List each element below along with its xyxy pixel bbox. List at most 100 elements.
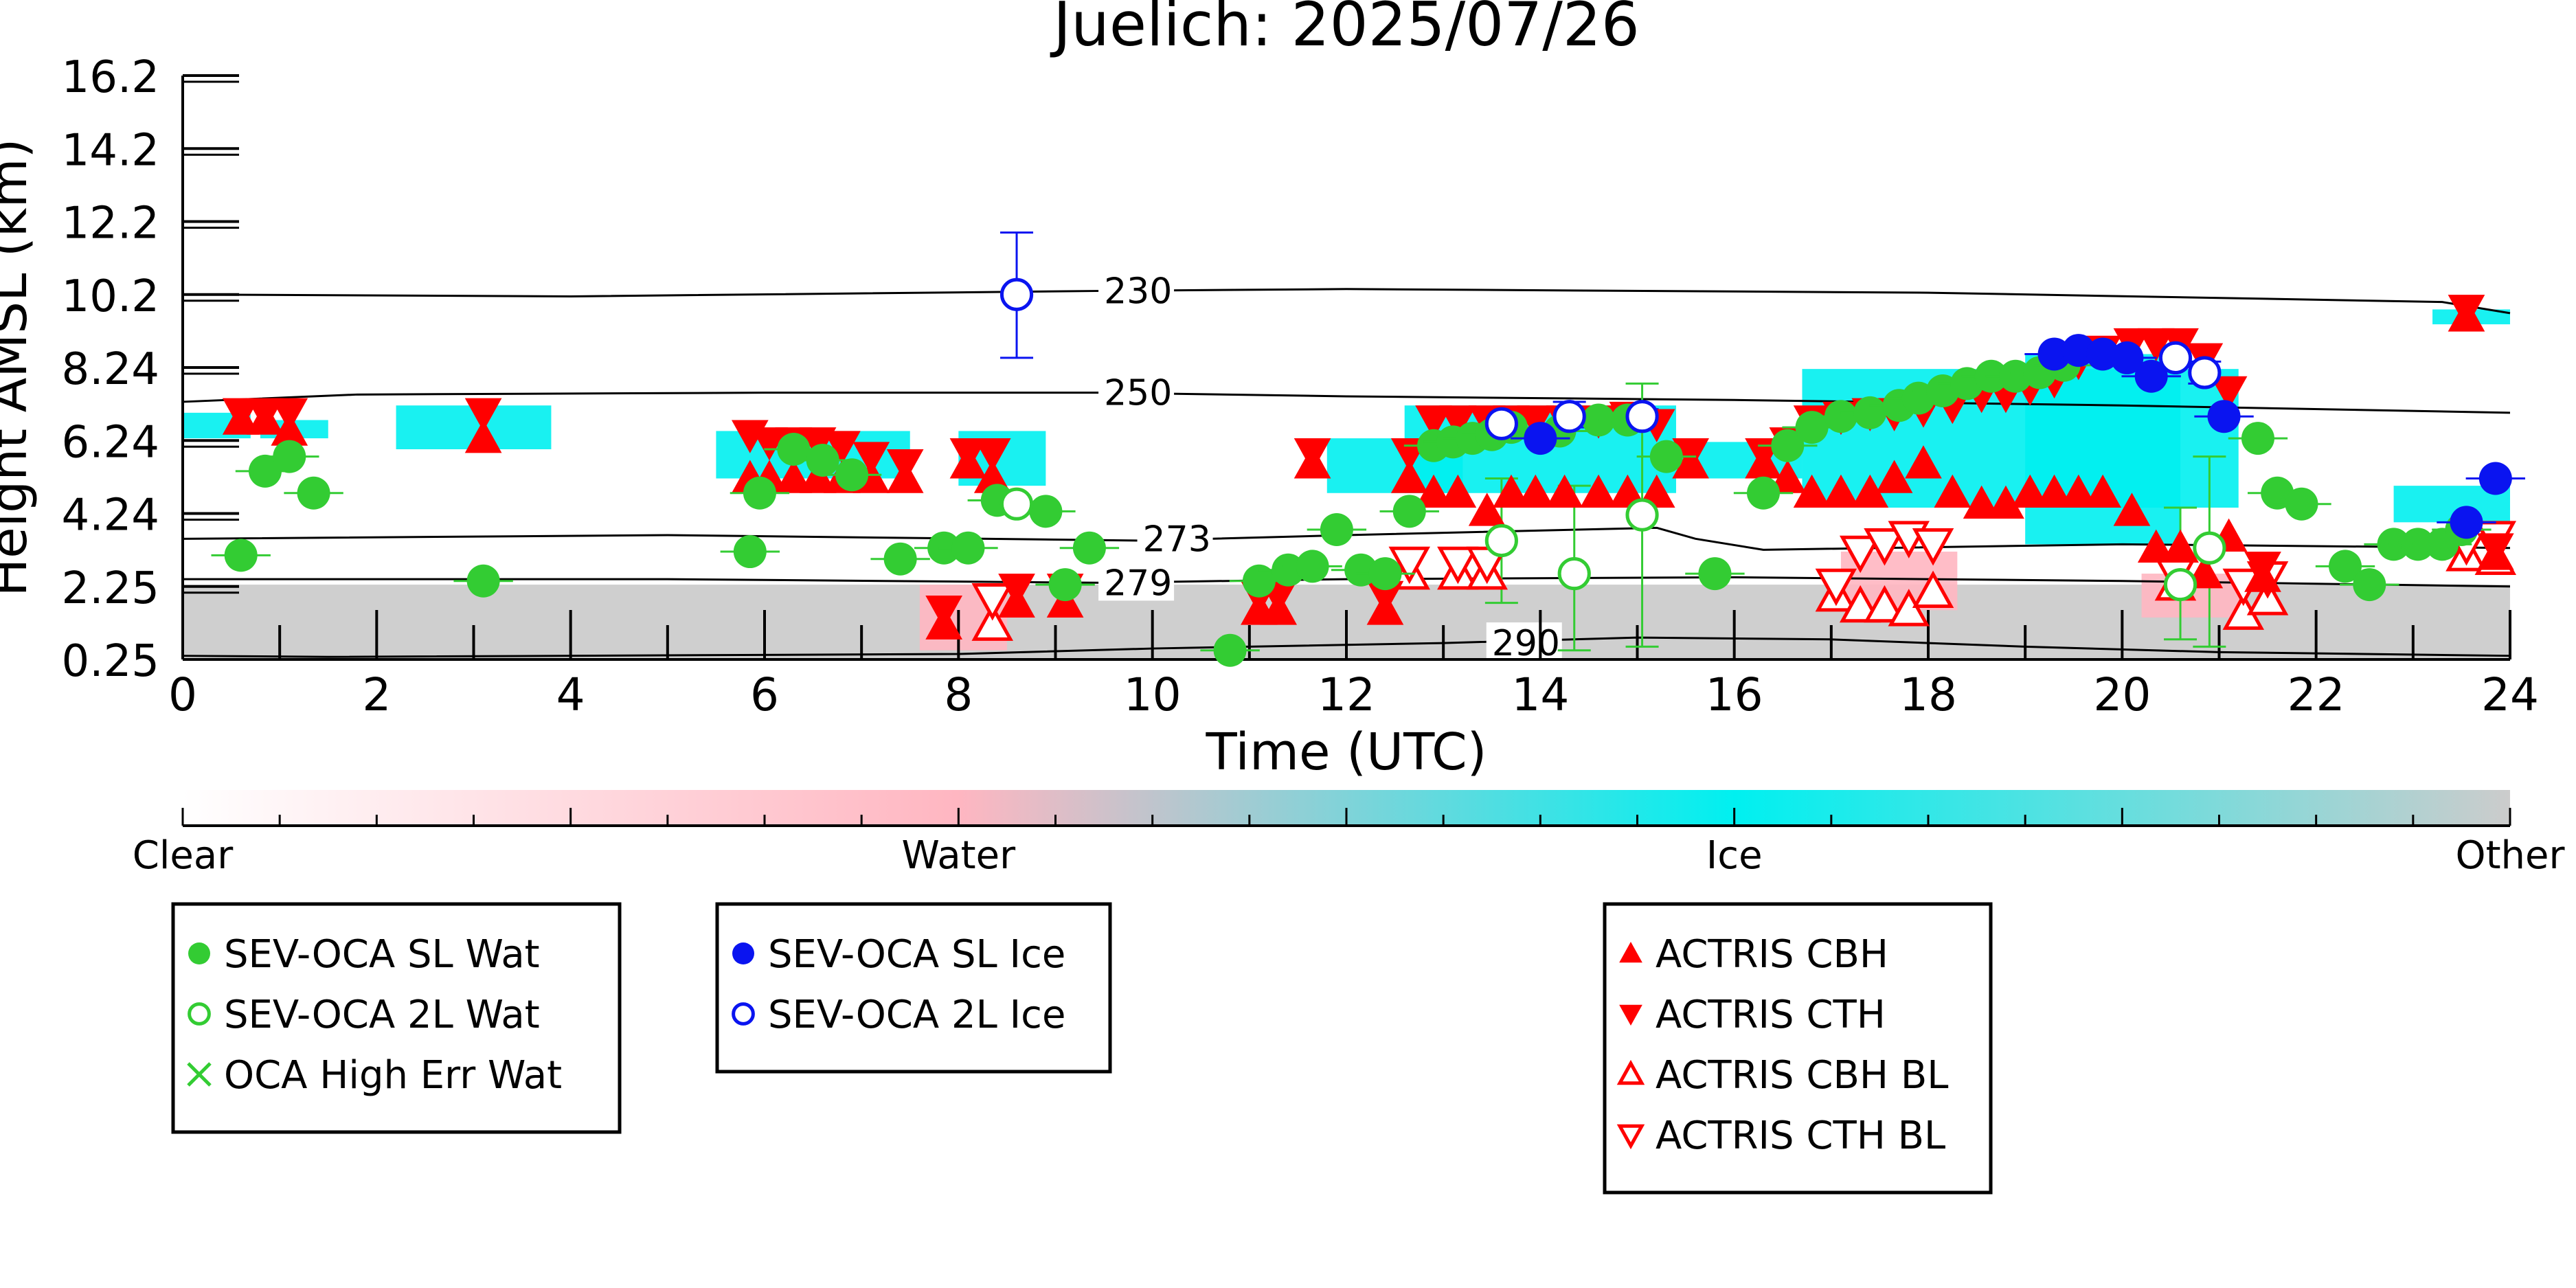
marker-sev-oca-sl-wat	[1320, 512, 1353, 546]
y-tick-label: 4.24	[62, 490, 160, 541]
marker-sev-oca-2l-ice	[1484, 407, 1518, 440]
marker-actris-cbh	[1546, 474, 1583, 508]
x-tick-label: 18	[1899, 668, 1957, 721]
marker-actris-cbh	[2035, 474, 2073, 508]
marker-sev-oca-sl-wat	[2353, 568, 2386, 602]
legend-marker-oca-high-err-wat	[187, 1062, 212, 1087]
marker-sev-oca-2l-ice	[1552, 400, 1586, 433]
legend-label-sev-oca-2l-ice: SEV-OCA 2L Ice	[768, 993, 1065, 1037]
marker-sev-oca-sl-wat	[1771, 429, 1805, 462]
marker-actris-cth-bl	[1815, 568, 1857, 607]
legend-marker-sev-oca-sl-wat	[188, 942, 210, 964]
y-tick-label: 2.25	[62, 563, 160, 614]
marker-sev-oca-sl-wat	[224, 539, 258, 572]
marker-actris-cth	[222, 398, 260, 431]
legend-label-sev-oca-sl-ice: SEV-OCA SL Ice	[768, 932, 1065, 977]
isotherm-line-250	[182, 392, 2511, 414]
marker-sev-oca-sl-wat	[2329, 550, 2362, 583]
colorbar-axis: Clear Water Ice Other	[133, 808, 2565, 878]
marker-sev-oca-sl-ice	[2450, 506, 2483, 539]
marker-actris-cbh	[1415, 474, 1452, 508]
marker-sev-oca-sl-wat	[1344, 553, 1378, 587]
marker-sev-oca-sl-wat	[1392, 495, 1426, 528]
marker-actris-cbh-bl	[1888, 589, 1930, 626]
y-tick-label: 10.2	[62, 271, 160, 322]
marker-sev-oca-2l-ice	[999, 278, 1034, 311]
marker-sev-oca-sl-wat	[1649, 440, 1683, 473]
y-tick-label: 0.25	[62, 636, 160, 687]
legend-label-actris-cth-bl: ACTRIS CTH BL	[1656, 1114, 1945, 1158]
marker-sev-oca-sl-wat	[1072, 531, 1106, 565]
marker-sev-oca-sl-wat	[733, 535, 767, 569]
marker-actris-cbh	[1580, 474, 1617, 508]
isotherm-label-250: 250	[1104, 373, 1172, 414]
marker-actris-cth-bl	[1912, 528, 1954, 566]
isotherm-label-273: 273	[1143, 519, 1211, 560]
isotherm-label-bg	[1137, 518, 1213, 557]
marker-sev-oca-sl-wat	[466, 564, 500, 598]
marker-actris-cth	[852, 442, 890, 475]
y-tick-label: 16.2	[62, 52, 160, 103]
marker-sev-oca-sl-wat	[1296, 550, 1329, 583]
marker-sev-oca-sl-wat	[883, 542, 917, 576]
y-tick-label: 8.24	[62, 344, 160, 395]
marker-actris-cth	[271, 398, 308, 431]
y-tick-label: 14.2	[62, 125, 160, 176]
isotherm-label-bg	[1098, 372, 1175, 411]
marker-sev-oca-sl-wat	[1795, 411, 1829, 444]
marker-actris-cth	[247, 398, 284, 431]
marker-actris-cbh	[2084, 474, 2121, 508]
legend-marker-actris-cth-bl	[1616, 1124, 1645, 1150]
marker-actris-cth-bl	[1864, 528, 1906, 566]
marker-actris-cbh	[1934, 474, 1971, 508]
marker-actris-cth-bl	[971, 583, 1013, 621]
marker-sev-oca-sl-wat	[777, 433, 811, 466]
colorbar-label-other: Other	[2455, 833, 2565, 878]
marker-actris-cbh	[1517, 474, 1555, 508]
marker-actris-cth	[464, 398, 502, 431]
legend-label-sev-oca-2l-wat: SEV-OCA 2L Wat	[224, 993, 540, 1037]
marker-actris-cbh	[2162, 529, 2199, 563]
marker-actris-cth-bl	[1437, 546, 1479, 585]
colorbar-label-water: Water	[902, 833, 1017, 878]
x-tick-label: 4	[556, 668, 585, 721]
marker-sev-oca-sl-wat	[951, 531, 985, 565]
marker-actris-cbh-bl	[971, 603, 1013, 641]
marker-sev-oca-2l-wat	[1557, 556, 1591, 591]
marker-sev-oca-sl-wat	[1999, 359, 2033, 393]
legend-marker-actris-cbh-bl	[1616, 1059, 1645, 1085]
legend-marker-sev-oca-2l-wat	[188, 1002, 211, 1026]
marker-actris-cbh	[1468, 493, 1506, 526]
marker-sev-oca-2l-wat	[2163, 567, 2197, 602]
isotherm-label-bg	[1486, 622, 1562, 662]
marker-actris-cbh	[1822, 474, 1860, 508]
colorbar-label-clear: Clear	[133, 833, 234, 878]
isotherm-line-273	[182, 526, 2511, 551]
marker-sev-oca-sl-wat	[1048, 568, 1082, 602]
x-tick-label: 14	[1511, 668, 1569, 721]
chart-title: Juelich: 2025/07/26	[1050, 0, 1640, 60]
marker-actris-cth-bl	[1839, 535, 1882, 574]
marker-actris-cth	[2244, 552, 2281, 585]
marker-sev-oca-sl-wat	[1272, 553, 1305, 587]
marker-actris-cbh-bl	[1912, 570, 1954, 609]
marker-sev-oca-sl-wat	[273, 440, 306, 473]
isotherm-line-230	[182, 288, 2511, 315]
marker-actris-cbh	[2059, 474, 2097, 508]
marker-actris-cth	[949, 438, 987, 472]
isotherm-label-290: 290	[1492, 623, 1560, 664]
x-tick-label: 2	[362, 668, 391, 721]
marker-sev-oca-2l-wat	[2193, 531, 2226, 565]
marker-actris-cth	[2476, 533, 2514, 567]
marker-sev-oca-sl-ice	[2207, 400, 2241, 433]
x-tick-label: 12	[1318, 668, 1375, 721]
marker-sev-oca-sl-wat	[2241, 422, 2274, 455]
marker-actris-cbh	[775, 460, 813, 493]
marker-actris-cbh	[2113, 493, 2151, 526]
marker-layer	[211, 278, 2526, 667]
isotherm-label-279: 279	[1104, 563, 1172, 604]
marker-sev-oca-sl-wat	[1853, 396, 1887, 429]
